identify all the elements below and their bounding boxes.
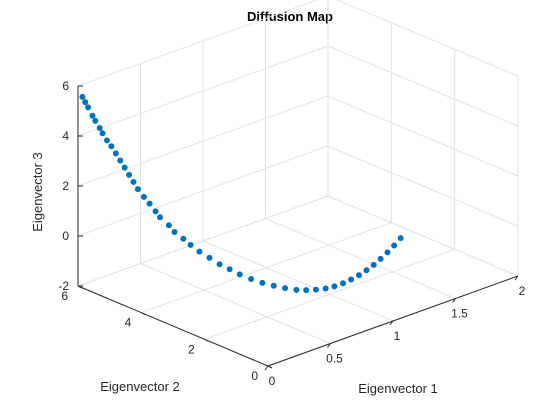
data-point <box>104 137 110 144</box>
grid-line <box>140 263 331 344</box>
data-point <box>152 208 159 215</box>
z-tick-label: 2 <box>62 179 69 193</box>
y-tick-mark <box>141 312 146 316</box>
grid-line <box>327 95 519 177</box>
grid-line <box>204 248 455 340</box>
z-tick-label: 0 <box>62 229 69 243</box>
x-tick-label: 2 <box>519 284 526 298</box>
data-point <box>339 280 346 287</box>
x-tick-mark <box>389 320 394 326</box>
data-points <box>79 93 404 294</box>
data-point <box>206 254 213 261</box>
chart-title: Diffusion Map <box>247 9 333 24</box>
data-point <box>331 283 338 290</box>
data-point <box>236 271 243 278</box>
data-point <box>89 112 96 119</box>
grid-line <box>265 218 456 299</box>
z-tick-label: 4 <box>62 129 69 143</box>
data-point <box>171 228 178 235</box>
data-point <box>112 150 119 157</box>
grid-line <box>141 222 392 314</box>
data-point <box>282 285 289 292</box>
data-point <box>96 125 103 132</box>
data-point <box>293 286 300 293</box>
y-tick-mark <box>267 365 273 369</box>
data-point <box>196 248 203 255</box>
x-tick-label: 0 <box>269 374 276 388</box>
data-point <box>363 267 370 274</box>
data-point <box>79 93 86 100</box>
data-point <box>92 117 99 124</box>
z-axis-label: Eigenvector 3 <box>30 152 45 232</box>
y-tick-label: 4 <box>125 316 132 330</box>
data-point <box>108 143 115 150</box>
x-tick-mark <box>327 343 331 348</box>
data-point <box>303 287 310 294</box>
z-tick-label: -2 <box>58 279 69 293</box>
data-point <box>397 235 404 242</box>
grid-line <box>202 240 394 322</box>
x-tick-mark <box>514 275 519 281</box>
data-point <box>82 99 89 106</box>
data-point <box>270 282 277 289</box>
grid-line <box>77 195 329 287</box>
data-point <box>312 286 319 293</box>
y-tick-label: 2 <box>188 342 195 356</box>
x-tick-label: 0.5 <box>326 352 343 366</box>
data-point <box>165 222 172 229</box>
data-point <box>126 171 133 178</box>
data-point <box>121 164 128 171</box>
data-point <box>226 266 233 273</box>
y-axis-line <box>77 285 269 367</box>
data-point <box>85 104 92 111</box>
data-point <box>146 200 153 207</box>
grid-line <box>77 45 329 137</box>
grid-line <box>327 45 519 127</box>
data-point <box>157 214 163 221</box>
data-point <box>117 157 124 164</box>
y-axis-label: Eigenvector 2 <box>100 379 180 394</box>
data-point <box>377 255 384 262</box>
data-point <box>180 235 187 242</box>
axis-lines <box>77 85 519 371</box>
data-point <box>248 275 255 282</box>
grid-line <box>336 0 519 77</box>
y-tick-mark <box>204 338 209 342</box>
z-tick-label: 6 <box>62 79 69 93</box>
x-axis-label: Eigenvector 1 <box>358 381 438 396</box>
data-point <box>134 186 141 193</box>
data-point <box>370 261 377 268</box>
grid-line <box>77 0 319 87</box>
grid-line <box>327 145 519 227</box>
x-tick-label: 1.5 <box>451 307 468 321</box>
data-point <box>322 285 329 292</box>
grid-line <box>77 95 329 187</box>
data-point <box>259 279 266 286</box>
data-point <box>216 261 223 268</box>
y-tick-label: 6 <box>61 289 68 303</box>
x-tick-mark <box>264 365 269 371</box>
data-point <box>348 276 355 283</box>
grid-line <box>77 145 329 237</box>
grid-line <box>327 195 519 277</box>
data-point <box>187 241 194 248</box>
data-point <box>355 272 362 279</box>
y-tick-label: 0 <box>251 369 258 383</box>
x-tick-mark <box>452 298 456 303</box>
data-point <box>391 242 398 249</box>
data-point <box>140 193 147 200</box>
data-point <box>130 178 137 185</box>
x-tick-label: 1 <box>394 329 401 343</box>
data-point <box>384 249 391 256</box>
data-point <box>99 130 106 137</box>
